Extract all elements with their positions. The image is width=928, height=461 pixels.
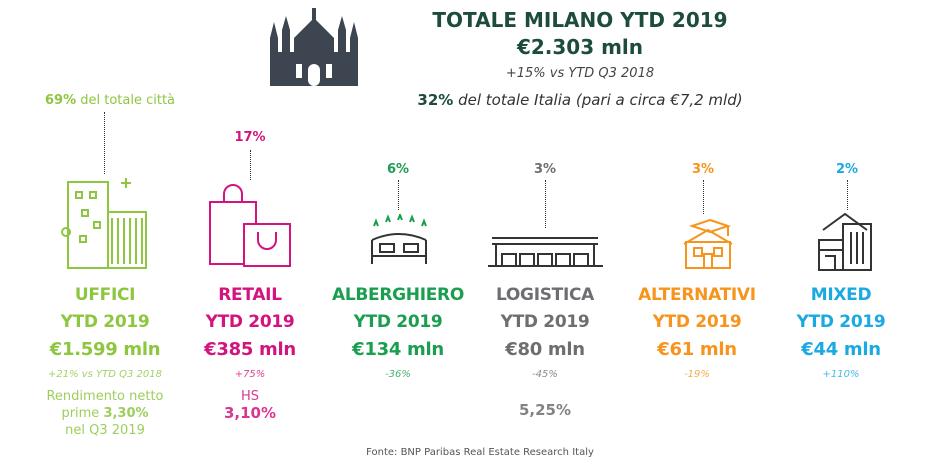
sector-change: +21% vs YTD Q3 2018: [47, 369, 163, 380]
sector-change: +110%: [822, 369, 860, 380]
leader-line: [545, 180, 546, 228]
sector-change: +75%: [234, 369, 266, 380]
uffici-pct: 69%: [44, 93, 77, 108]
sector-period: YTD 2019: [652, 312, 742, 332]
yield-prefix: prime: [61, 406, 104, 421]
sector-name: RETAIL: [218, 285, 282, 305]
total-value: €2.303 mln: [516, 35, 644, 59]
office-buildings-icon: [61, 178, 147, 269]
mixed-pct: 2%: [835, 162, 859, 177]
sector-value: €80 mln: [505, 339, 585, 360]
sector-mixed: MIXED YTD 2019 €44 mln +110%: [756, 282, 926, 380]
warehouse-icon: [488, 237, 603, 267]
yield-value: 3,30%: [103, 406, 149, 421]
sector-period: YTD 2019: [796, 312, 886, 332]
sector-yield: HS 3,10%: [165, 388, 335, 423]
yield-value: 5,25%: [518, 401, 572, 419]
sector-name: ALTERNATIVI: [638, 285, 756, 305]
sector-name: UFFICI: [74, 285, 136, 305]
leader-line: [104, 112, 105, 174]
shopping-bags-icon: [209, 184, 291, 267]
yield-label: Rendimento netto: [46, 389, 164, 404]
hotel-bed-stars-icon: [371, 214, 427, 264]
sector-value: €1.599 mln: [49, 339, 161, 360]
sector-period: YTD 2019: [353, 312, 443, 332]
leader-line: [847, 180, 848, 210]
italy-share-text: del totale Italia (pari a circa €7,2 mld…: [453, 91, 743, 109]
sector-name: LOGISTICA: [495, 285, 595, 305]
sector-value: €61 mln: [657, 339, 737, 360]
cathedral-icon: [270, 8, 358, 86]
alberghiero-pct: 6%: [386, 162, 410, 177]
sector-change: -45%: [532, 369, 558, 380]
yield-period: nel Q3 2019: [65, 423, 145, 438]
total-change: +15% vs YTD Q3 2018: [505, 66, 655, 81]
sector-alberghiero: ALBERGHIERO YTD 2019 €134 mln -36%: [313, 282, 483, 380]
sector-uffici: UFFICI YTD 2019 €1.599 mln +21% vs YTD Q…: [20, 282, 190, 439]
sector-yield: Rendimento netto prime 3,30% nel Q3 2019: [20, 388, 190, 439]
uffici-pct-suffix: del totale città: [76, 93, 176, 108]
mixed-buildings-icon: [818, 212, 872, 271]
sector-name: MIXED: [810, 285, 872, 305]
sector-period: YTD 2019: [500, 312, 590, 332]
sector-alternativi: ALTERNATIVI YTD 2019 €61 mln -19%: [612, 282, 782, 380]
sector-name: ALBERGHIERO: [331, 285, 464, 305]
page-title: TOTALE MILANO YTD 2019: [432, 8, 728, 32]
school-graduation-icon: [683, 218, 733, 269]
alternativi-pct: 3%: [691, 162, 715, 177]
sector-period: YTD 2019: [60, 312, 150, 332]
leader-line: [398, 180, 399, 210]
italy-share-pct: 32%: [417, 91, 454, 109]
source-note: Fonte: BNP Paribas Real Estate Research …: [366, 447, 594, 458]
yield-value: 3,10%: [223, 404, 277, 422]
yield-label: HS: [240, 389, 260, 404]
sector-value: €44 mln: [801, 339, 881, 360]
sector-retail: RETAIL YTD 2019 €385 mln +75% HS 3,10%: [165, 282, 335, 423]
sector-period: YTD 2019: [205, 312, 295, 332]
sector-logistica: LOGISTICA YTD 2019 €80 mln -45% 5,25%: [460, 282, 630, 420]
italy-share: 32% del totale Italia (pari a circa €7,2…: [300, 91, 860, 109]
sector-change: -36%: [385, 369, 411, 380]
logistica-pct: 3%: [533, 162, 557, 177]
leader-line: [250, 150, 251, 180]
sector-value: €385 mln: [204, 339, 296, 360]
sector-value: €134 mln: [352, 339, 444, 360]
leader-line: [703, 180, 704, 214]
sector-change: -19%: [684, 369, 710, 380]
retail-pct: 17%: [234, 130, 266, 145]
uffici-share: 69% del totale città: [40, 93, 180, 108]
